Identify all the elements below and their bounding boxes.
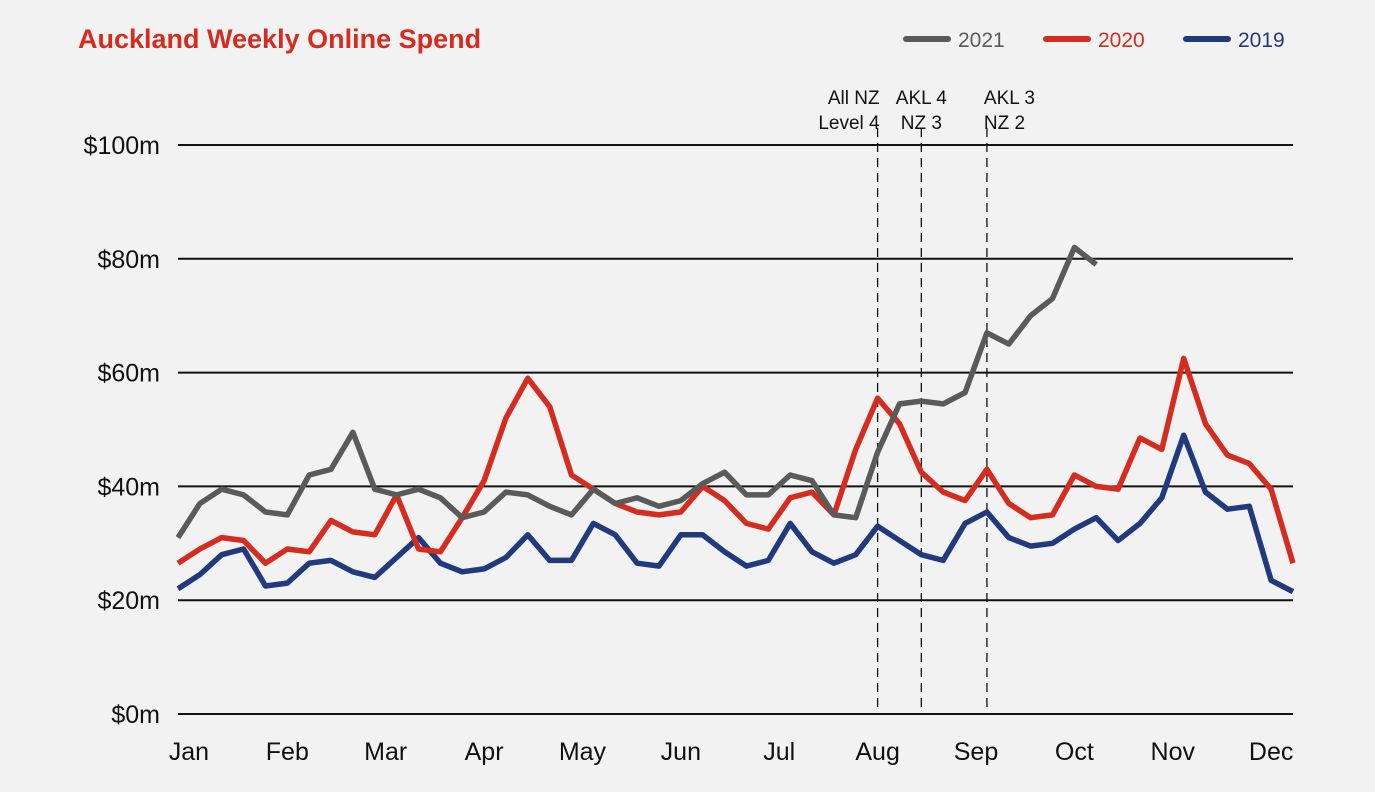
annotations: All NZ Level 4 AKL 4 NZ 3 AKL 3 NZ 2	[818, 88, 1035, 714]
gridlines	[178, 144, 1293, 715]
legend: 2021 2020 2019	[903, 29, 1285, 52]
legend-label-2021: 2021	[958, 29, 1005, 52]
annotation-label: NZ 2	[984, 113, 1025, 134]
x-tick-label: Mar	[364, 738, 407, 766]
x-tick-label: May	[559, 738, 607, 766]
x-tick-label: Nov	[1151, 738, 1196, 766]
x-tick-label: Dec	[1249, 738, 1293, 766]
y-tick-label: $60m	[97, 360, 160, 388]
annotation-label: AKL 4	[896, 88, 947, 109]
annotation-label: All NZ	[828, 88, 880, 109]
annotation-label: Level 4	[818, 113, 880, 134]
series-line-2021	[175, 244, 1098, 540]
series-lines	[175, 244, 1296, 595]
x-axis-ticks: Jan Feb Mar Apr May Jun Jul Aug Sep Oct Nov Dec	[169, 738, 1294, 766]
x-tick-label: Aug	[855, 738, 899, 766]
x-tick-label: Jan	[169, 738, 209, 766]
y-tick-label: $0m	[111, 701, 160, 729]
annotation-label: NZ 3	[901, 113, 942, 134]
x-tick-label: Feb	[266, 738, 309, 766]
chart-title: Auckland Weekly Online Spend	[78, 24, 481, 54]
x-tick-label: Jun	[661, 738, 701, 766]
series-line-2020	[176, 355, 1296, 566]
y-tick-label: $100m	[84, 132, 160, 160]
annotation-label: AKL 3	[984, 88, 1035, 109]
y-tick-label: $40m	[97, 473, 160, 501]
series-line-2019	[176, 432, 1295, 595]
y-tick-label: $20m	[97, 587, 160, 615]
x-tick-label: Sep	[954, 738, 998, 766]
x-tick-label: Jul	[763, 738, 795, 766]
x-tick-label: Oct	[1055, 738, 1094, 766]
legend-label-2019: 2019	[1238, 29, 1285, 52]
legend-label-2020: 2020	[1098, 29, 1145, 52]
x-tick-label: Apr	[465, 738, 504, 766]
y-tick-label: $80m	[97, 246, 160, 274]
y-axis-ticks: $0m $20m $40m $60m $80m $100m	[84, 132, 160, 729]
